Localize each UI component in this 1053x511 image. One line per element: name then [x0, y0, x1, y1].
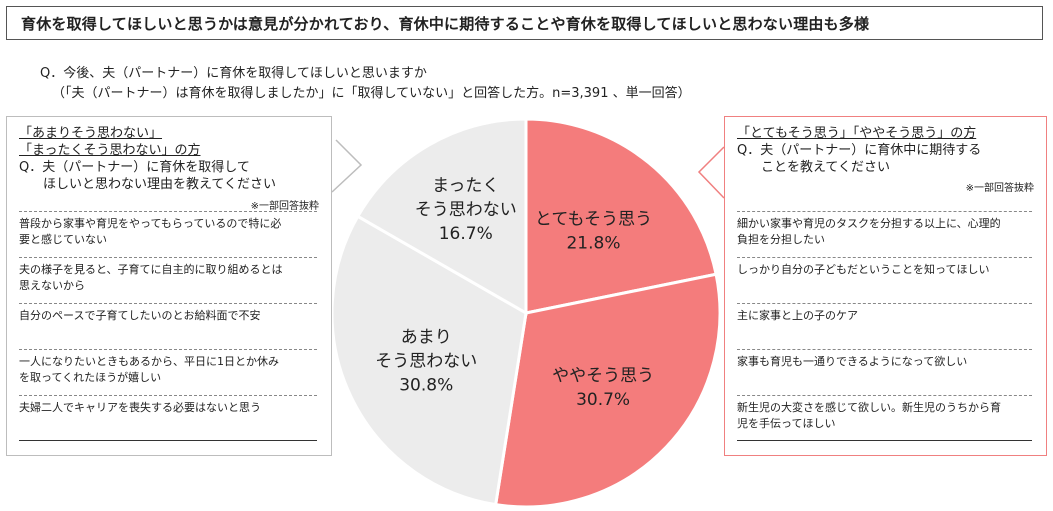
expectations-panel: 「とてもそう思う」「ややそう思う」の方 Q．夫（パートナー）に育休中に期待する … — [724, 116, 1047, 456]
list-item: 新生児の大変さを感じて欲しい。新生児のうちから育 児を手伝ってほしい — [737, 395, 1032, 441]
list-item: 夫の様子を見ると、子育てに自主的に取り組めるとは 思えないから — [19, 257, 317, 303]
list-item: しっかり自分の子どもだということを知ってほしい — [737, 257, 1032, 303]
list-item: 夫婦二人でキャリアを喪失する必要はないと思う — [19, 395, 317, 441]
reasons-not-wanted-panel: 「あまりそう思わない」 「まったくそう思わない」の方 Q．夫（パートナー）に育休… — [6, 116, 332, 456]
slice-value-label-3: 16.7% — [439, 224, 493, 244]
callout-lines — [331, 139, 725, 199]
right-panel-header: 「とてもそう思う」「ややそう思う」の方 Q．夫（パートナー）に育休中に期待する … — [737, 125, 981, 176]
right-question-line-2: ことを教えてください — [761, 160, 890, 175]
survey-question: Q．今後、夫（パートナー）に育休を取得してほしいと思いますか — [40, 66, 427, 81]
page-title: 育休を取得してほしいと思うかは意見が分かれており、育休中に期待することや育休を取… — [6, 6, 1043, 40]
right-callout-line — [697, 146, 725, 199]
list-item: 一人になりたいときもあるから、平日に1日とか休み を取ってくれたほうが嬉しい — [19, 349, 317, 395]
survey-question-note: （「夫（パートナー）は育休を取得しましたか」に「取得していない」と回答した方。n… — [52, 86, 691, 101]
slice-value-label-2: 30.8% — [399, 376, 453, 396]
slice-category-label-3: まったく — [432, 176, 499, 196]
left-group-label-1: 「あまりそう思わない」 — [19, 126, 163, 141]
left-panel-header: 「あまりそう思わない」 「まったくそう思わない」の方 Q．夫（パートナー）に育休… — [19, 125, 276, 193]
right-question-line-1: Q．夫（パートナー）に育休中に期待する — [737, 143, 982, 158]
pie-slice-0 — [524, 117, 718, 315]
right-group-label: 「とてもそう思う」「ややそう思う」の方 — [737, 126, 977, 141]
slice-value-label-0: 21.8% — [566, 233, 620, 253]
pie-slice-1 — [493, 272, 722, 509]
left-excerpt-note: ※一部回答抜粋 — [250, 201, 319, 212]
list-item: 細かい家事や育児のタスクを分担する以上に、心理的 負担を分担したい — [737, 211, 1032, 257]
pie-slice-2 — [330, 214, 528, 507]
list-item: 家事も育児も一通りできるようになって欲しい — [737, 349, 1032, 395]
left-callout-line — [331, 139, 363, 193]
slice-category-label-2: そう思わない — [375, 352, 477, 372]
left-group-label-2: 「まったくそう思わない」の方 — [19, 143, 201, 158]
list-item: 普段から家事や育児をやってもらっているので特に必 要と感じていない — [19, 211, 317, 257]
left-response-list: 普段から家事や育児をやってもらっているので特に必 要と感じていない 夫の様子を見る… — [19, 211, 317, 441]
list-item: 主に家事と上の子のケア — [737, 303, 1032, 349]
slice-category-label-1: ややそう思う — [552, 366, 654, 386]
left-question-line-2: ほしいと思わない理由を教えてください — [43, 177, 276, 192]
slice-category-label-3: そう思わない — [415, 200, 517, 220]
list-item: 自分のペースで子育てしたいのとお給料面で不安 — [19, 303, 317, 349]
pie-slice-3 — [355, 117, 528, 316]
slice-value-label-1: 30.7% — [576, 390, 630, 410]
slice-category-label-2: あまり — [401, 328, 452, 348]
slice-category-label-0: とてもそう思う — [535, 209, 652, 229]
right-response-list: 細かい家事や育児のタスクを分担する以上に、心理的 負担を分担したい しっかり自分の… — [737, 211, 1032, 441]
left-question-line-1: Q．夫（パートナー）に育休を取得して — [19, 160, 250, 175]
right-excerpt-note: ※一部回答抜粋 — [965, 183, 1034, 194]
